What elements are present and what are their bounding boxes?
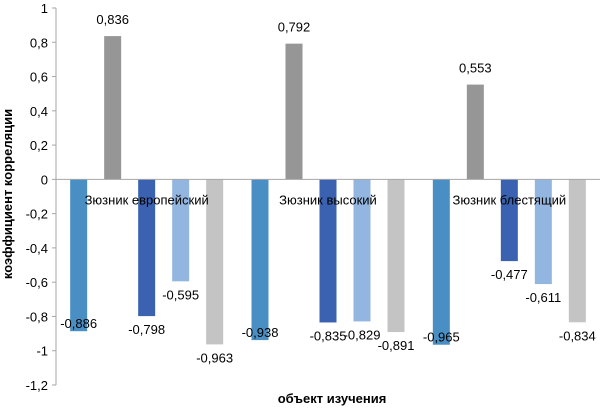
bar xyxy=(285,43,303,180)
bar xyxy=(387,179,405,333)
bar xyxy=(104,36,122,180)
data-label: -0,963 xyxy=(196,350,233,365)
category-label: Зюзник блестящий xyxy=(452,192,566,207)
data-label: -0,891 xyxy=(378,338,415,353)
bar xyxy=(172,179,190,282)
data-label: 0,836 xyxy=(96,12,129,27)
category-label: Зюзник европейский xyxy=(85,192,209,207)
y-tick-label: -0,6 xyxy=(26,275,48,290)
bar xyxy=(251,179,269,341)
bar xyxy=(568,179,586,323)
bar xyxy=(206,179,224,345)
y-tick-label: -1 xyxy=(36,344,48,359)
y-tick-label: 0,2 xyxy=(30,138,48,153)
bar xyxy=(70,179,88,332)
bar xyxy=(500,179,518,262)
data-label: -0,798 xyxy=(128,322,165,337)
y-tick-label: 0 xyxy=(41,172,48,187)
y-axis-title: коэффициент корреляции xyxy=(0,109,15,279)
bar xyxy=(534,179,552,285)
bar xyxy=(138,179,156,317)
y-tick-label: -0,8 xyxy=(26,309,48,324)
data-label: -0,835 xyxy=(310,328,347,343)
data-label: -0,477 xyxy=(491,267,528,282)
data-label: -0,834 xyxy=(559,328,596,343)
data-label: -0,595 xyxy=(162,287,199,302)
x-axis-title: объект изучения xyxy=(278,391,387,406)
data-label: -0,829 xyxy=(344,327,381,342)
category-label: Зюзник высокий xyxy=(279,192,377,207)
data-label: -0,886 xyxy=(60,316,97,331)
bar xyxy=(319,179,337,323)
y-tick-label: 0,4 xyxy=(30,104,48,119)
data-label: -0,611 xyxy=(525,290,561,305)
bar xyxy=(466,84,484,180)
y-tick-label: -1,2 xyxy=(26,378,48,393)
y-tick-label: -0,2 xyxy=(26,207,48,222)
y-tick-label: -0,4 xyxy=(26,241,48,256)
y-tick-label: 1 xyxy=(41,1,48,16)
data-label: 0,553 xyxy=(459,61,492,76)
y-tick-label: 0,8 xyxy=(30,35,48,50)
y-tick-label: 0,6 xyxy=(30,70,48,85)
bar xyxy=(353,179,371,322)
bar xyxy=(432,179,450,345)
data-label: -0,938 xyxy=(242,325,279,340)
data-label: 0,792 xyxy=(278,20,311,35)
data-label: -0,965 xyxy=(423,330,460,345)
